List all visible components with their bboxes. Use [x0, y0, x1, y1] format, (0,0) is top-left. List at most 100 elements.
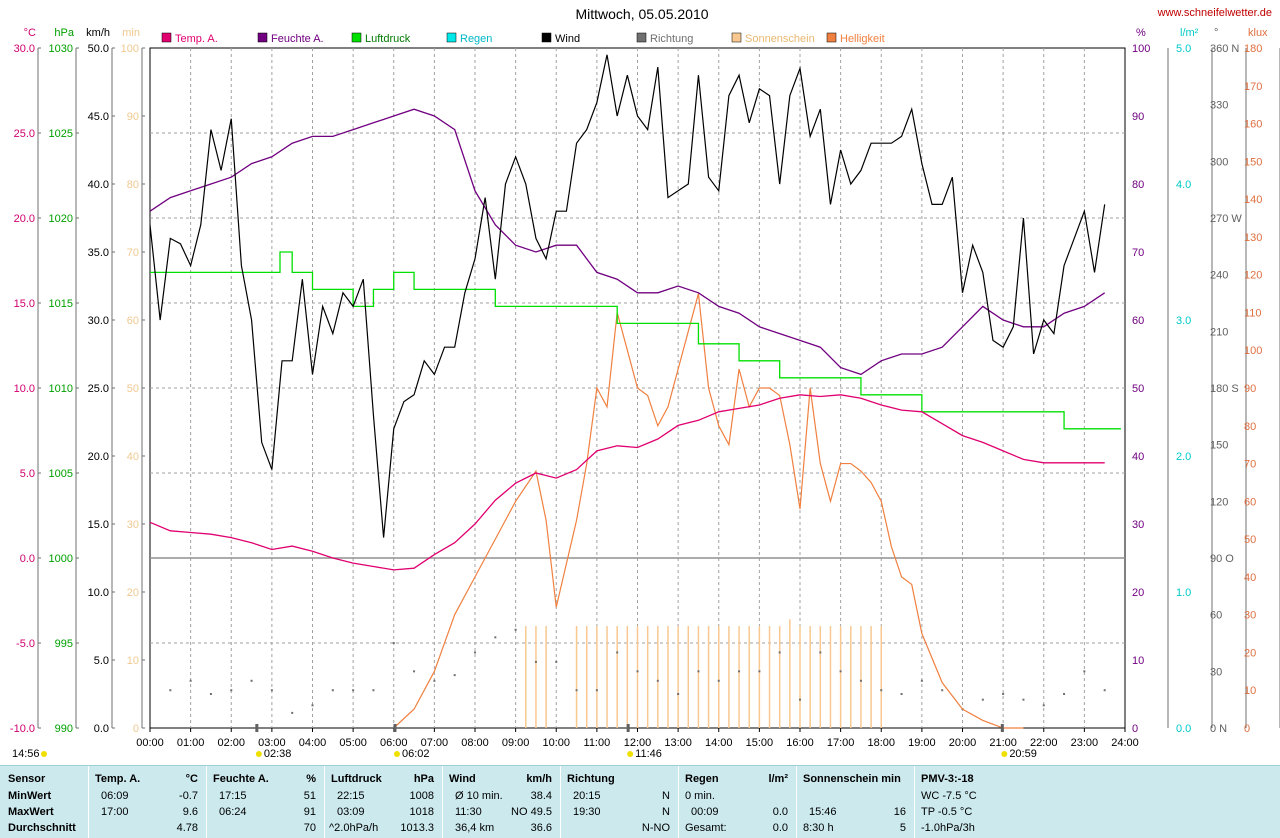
- direction-point: [1022, 698, 1025, 701]
- series-line-wind: [149, 54, 1106, 538]
- stats-max-value: NO 49.5: [511, 806, 552, 818]
- direction-point: [392, 642, 395, 644]
- axis-tick-label: 0.0: [20, 553, 35, 565]
- direction-point: [575, 689, 578, 692]
- axis-tick-label: 10: [127, 655, 139, 667]
- stats-min-time: 22:15: [337, 790, 365, 802]
- stats-min-value: -0.7: [179, 790, 198, 802]
- legend-swatch: [826, 32, 837, 43]
- stats-avg-value: 36.6: [530, 822, 552, 834]
- direction-point: [920, 679, 923, 682]
- direction-point: [331, 689, 334, 692]
- axis-tick-label: 30.0: [88, 315, 109, 327]
- stats-col-wind: Wind km/h Ø 10 min. 38.4 11:30 NO 49.5 3…: [443, 766, 560, 838]
- axis-unit: min: [122, 27, 140, 39]
- sun-icon: [1001, 751, 1008, 757]
- direction-point: [209, 693, 212, 695]
- site-link[interactable]: www.schneifelwetter.de: [1157, 7, 1272, 19]
- stats-min-time: 06:09: [101, 790, 129, 802]
- sun-event-label: 02:38: [264, 748, 292, 760]
- axis-tick-label: 15.0: [14, 298, 35, 310]
- stats-max-time: 17:00: [101, 806, 129, 818]
- stats-min-time: 17:15: [219, 790, 247, 802]
- stats-row-label: Sensor: [8, 773, 46, 785]
- legend-swatch: [731, 32, 742, 43]
- axis-tick-label: 15.0: [88, 519, 109, 531]
- axis-tick-label: 150: [1244, 156, 1262, 168]
- direction-point: [433, 679, 436, 682]
- stats-min-label: 0 min.: [685, 790, 715, 802]
- axis-tick-label: 1015: [49, 298, 73, 310]
- axis-tick-label: 50: [1132, 383, 1144, 395]
- stats-total-label: Gesamt:: [685, 822, 727, 834]
- direction-point: [474, 651, 476, 654]
- stats-total-value: 5: [899, 822, 906, 834]
- stats-col-richtung: Richtung 20:15 N 19:30 N N-NO: [561, 766, 678, 838]
- legend-label: Temp. A.: [175, 33, 218, 45]
- sun-icon: [627, 751, 634, 757]
- x-tick-label: 21:00: [989, 737, 1017, 749]
- x-tick-label: 22:00: [1030, 737, 1058, 749]
- axis-tick-label: 120: [1210, 496, 1228, 508]
- axis-tick-label: 1025: [49, 128, 73, 140]
- stats-panel: Sensor MinWert MaxWert Durchschnitt Temp…: [0, 765, 1280, 838]
- axis-tick-label: 360 N: [1210, 43, 1239, 55]
- direction-point: [352, 689, 355, 692]
- axis-tick-label: 90: [1244, 383, 1256, 395]
- axis-tick-label: 10: [1244, 685, 1256, 697]
- axis-tick-label: 10.0: [88, 587, 109, 599]
- stats-max-value: N: [662, 806, 670, 818]
- axis-unit: hPa: [54, 27, 74, 39]
- stats-min-value: N: [662, 790, 670, 802]
- axis-tick-label: 50.0: [88, 43, 109, 55]
- stats-unit: km/h: [526, 773, 552, 785]
- stats-min-time: 20:15: [573, 790, 601, 802]
- stats-col-pmv: PMV-3:-18 WC -7.5 °C TP -0.5 °C -1.0hPa/…: [915, 766, 1055, 838]
- direction-point: [880, 689, 883, 692]
- stats-total-value: 0.0: [772, 822, 788, 834]
- axis-tick-label: 40: [127, 451, 139, 463]
- stats-col-druck: Luftdruck hPa 22:15 1008 03:09 1018 ^2.0…: [325, 766, 442, 838]
- x-axis: 00:00 01:00 02:00 03:00 04:00 05:00 06:00 07:00…: [136, 728, 1139, 749]
- chart-marks: [149, 54, 1121, 729]
- axis-tick-label: 990: [55, 723, 73, 735]
- direction-point: [1002, 693, 1005, 695]
- stats-title: Feuchte A.: [213, 773, 269, 785]
- stats-pmv-line: TP -0.5 °C: [921, 806, 973, 818]
- direction-point: [616, 651, 619, 654]
- stats-col-temp: Temp. A. °C 06:09 -0.7 17:00 9.6 4.78: [89, 766, 206, 838]
- direction-point: [636, 670, 639, 673]
- legend: Temp. A. Feuchte A. Luftdruck Regen Wind Rich…: [161, 32, 885, 45]
- stats-unit: l/m²: [768, 773, 788, 785]
- axis-tick-label: 330: [1210, 100, 1228, 112]
- stats-col-regen: Regen l/m² 0 min. 00:09 0.0 Gesamt: 0.0: [679, 766, 796, 838]
- x-tick-label: 19:00: [908, 737, 936, 749]
- x-tick-label: 16:00: [786, 737, 814, 749]
- stats-title: Sonnenschein min: [803, 773, 901, 785]
- stats-row-label: MaxWert: [8, 806, 54, 818]
- axis-tick-label: 170: [1244, 81, 1262, 93]
- stats-col-sonne: Sonnenschein min 15:46 16 8:30 h 5: [797, 766, 914, 838]
- legend-label: Wind: [555, 33, 580, 45]
- x-tick-label: 20:00: [949, 737, 977, 749]
- axis-tick-label: 0: [1244, 723, 1250, 735]
- direction-point: [1083, 670, 1086, 673]
- axis-tick-label: 0: [1132, 723, 1138, 735]
- axis-tick-label: 80: [127, 179, 139, 191]
- axis-tick-label: 0: [133, 723, 139, 735]
- axis-tick-label: 100: [121, 43, 139, 55]
- stats-total-label: 8:30 h: [803, 822, 834, 834]
- axis-tick-label: 30: [127, 519, 139, 531]
- legend-label: Regen: [460, 33, 492, 45]
- stats-pmv-line: -1.0hPa/3h: [921, 822, 975, 834]
- stats-title: Luftdruck: [331, 773, 382, 785]
- legend-swatch: [541, 32, 552, 43]
- stats-avg-value: N-NO: [641, 822, 670, 834]
- direction-point: [697, 670, 700, 673]
- direction-point: [677, 693, 680, 695]
- direction-point: [413, 670, 416, 673]
- axis-tick-label: 70: [1244, 459, 1256, 471]
- direction-point: [900, 693, 903, 695]
- direction-point: [981, 698, 984, 701]
- direction-point: [758, 670, 761, 673]
